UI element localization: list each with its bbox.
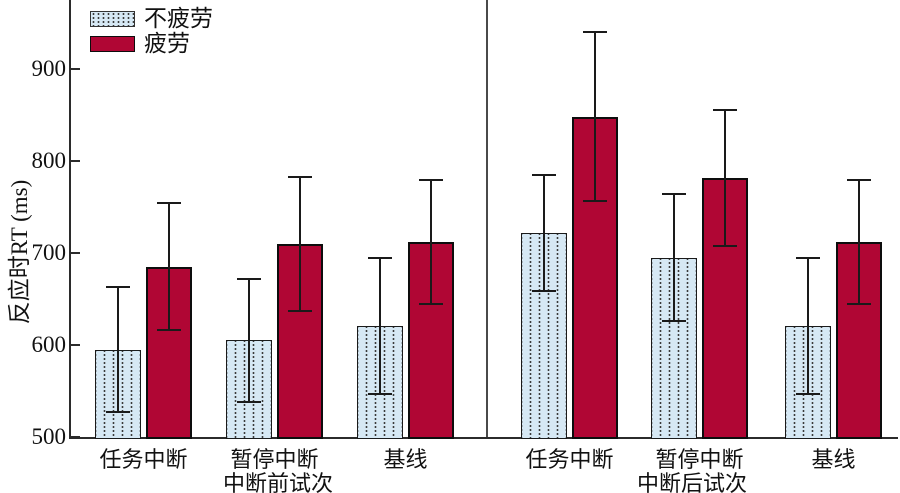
error-cap xyxy=(847,302,871,305)
group-label-post-interruption: 中断后试次 xyxy=(636,471,747,493)
error-line xyxy=(724,108,726,247)
error-cap xyxy=(106,411,130,414)
error-line xyxy=(543,173,545,292)
error-bar-疲劳-group3 xyxy=(419,179,443,305)
error-cap xyxy=(106,286,130,289)
legend-row-nofatigue: 不疲劳 xyxy=(90,6,213,31)
y-axis-line xyxy=(69,0,71,439)
y-tick-label-500: 500 xyxy=(31,424,67,449)
error-bar-不疲劳-group4 xyxy=(532,173,556,292)
error-cap xyxy=(796,392,820,395)
legend-row-fatigue: 疲劳 xyxy=(90,31,213,56)
error-bar-不疲劳-group3 xyxy=(368,256,392,395)
x-category-label-group1: 任务中断 xyxy=(99,447,188,472)
error-line xyxy=(673,193,675,322)
legend-swatch-nofatigue-icon xyxy=(90,10,135,27)
error-cap xyxy=(662,193,686,196)
y-tick-label-700: 700 xyxy=(31,240,67,265)
y-tick-label-900: 900 xyxy=(31,56,67,81)
error-cap xyxy=(713,244,737,247)
error-line xyxy=(379,256,381,395)
y-tick-600 xyxy=(71,344,80,346)
legend-label-nofatigue: 不疲劳 xyxy=(144,6,213,31)
group-label-pre-interruption: 中断前试次 xyxy=(222,471,333,493)
error-cap xyxy=(368,256,392,259)
error-cap xyxy=(532,173,556,176)
error-cap xyxy=(237,277,261,280)
error-bar-不疲劳-group1 xyxy=(106,286,130,414)
y-tick-500 xyxy=(71,436,80,438)
error-bar-不疲劳-group2 xyxy=(237,277,261,403)
y-tick-800 xyxy=(71,160,80,162)
error-line xyxy=(594,31,596,203)
error-cap xyxy=(288,309,312,312)
error-line xyxy=(168,202,170,332)
error-line xyxy=(117,286,119,414)
y-tick-700 xyxy=(71,252,80,254)
error-bar-不疲劳-group5 xyxy=(662,193,686,322)
error-line xyxy=(858,179,860,305)
error-cap xyxy=(237,400,261,403)
x-category-label-group2: 暂停中断 xyxy=(230,447,319,472)
error-cap xyxy=(157,202,181,205)
y-tick-label-600: 600 xyxy=(31,332,67,357)
error-cap xyxy=(419,179,443,182)
legend: 不疲劳 疲劳 xyxy=(90,6,213,56)
panel-divider-line xyxy=(486,0,488,437)
error-line xyxy=(807,256,809,395)
x-category-label-group5: 暂停中断 xyxy=(655,447,744,472)
error-cap xyxy=(583,200,607,203)
y-tick-label-800: 800 xyxy=(31,148,67,173)
legend-swatch-fatigue-icon xyxy=(90,35,135,52)
y-tick-900 xyxy=(71,68,80,70)
x-axis-line xyxy=(69,437,898,439)
error-cap xyxy=(662,319,686,322)
error-line xyxy=(248,277,250,403)
error-cap xyxy=(419,302,443,305)
error-cap xyxy=(157,329,181,332)
error-bar-不疲劳-group6 xyxy=(796,256,820,395)
error-bar-疲劳-group5 xyxy=(713,108,737,247)
error-cap xyxy=(713,108,737,111)
legend-label-fatigue: 疲劳 xyxy=(144,31,190,56)
x-category-label-group4: 任务中断 xyxy=(525,447,614,472)
error-bar-疲劳-group1 xyxy=(157,202,181,332)
x-category-label-group3: 基线 xyxy=(383,447,428,472)
error-cap xyxy=(288,175,312,178)
x-category-label-group6: 基线 xyxy=(811,447,856,472)
error-line xyxy=(299,175,301,312)
error-line xyxy=(430,179,432,305)
error-cap xyxy=(796,256,820,259)
error-bar-疲劳-group6 xyxy=(847,179,871,305)
error-cap xyxy=(532,289,556,292)
error-cap xyxy=(583,31,607,34)
error-cap xyxy=(368,392,392,395)
error-bar-疲劳-group4 xyxy=(583,31,607,203)
error-cap xyxy=(847,179,871,182)
error-bar-疲劳-group2 xyxy=(288,175,312,312)
